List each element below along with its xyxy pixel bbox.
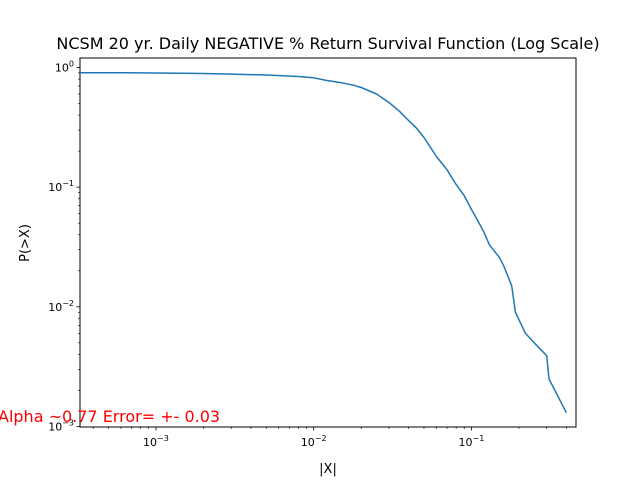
y-tick-label: 10−2 — [48, 299, 74, 314]
x-tick-label: 10−3 — [143, 434, 169, 449]
y-axis: 10−3 10−2 10−1 100 — [48, 59, 80, 433]
y-tick-label: 10−1 — [48, 179, 74, 194]
alpha-annotation: Alpha ~0.77 Error= +- 0.03 — [0, 407, 220, 426]
x-axis-label: |X| — [319, 462, 337, 477]
x-tick-label: 10−1 — [459, 434, 485, 449]
chart-title: NCSM 20 yr. Daily NEGATIVE % Return Surv… — [56, 34, 599, 53]
y-axis-label: P(>X) — [18, 224, 33, 262]
y-tick-label: 100 — [55, 59, 74, 74]
survival-function-line — [80, 71, 568, 414]
x-tick-label: 10−2 — [301, 434, 327, 449]
y-tick-label: 10−3 — [48, 418, 74, 433]
plot-area — [79, 57, 577, 428]
x-axis: 10−3 10−2 10−1 — [92, 427, 567, 449]
